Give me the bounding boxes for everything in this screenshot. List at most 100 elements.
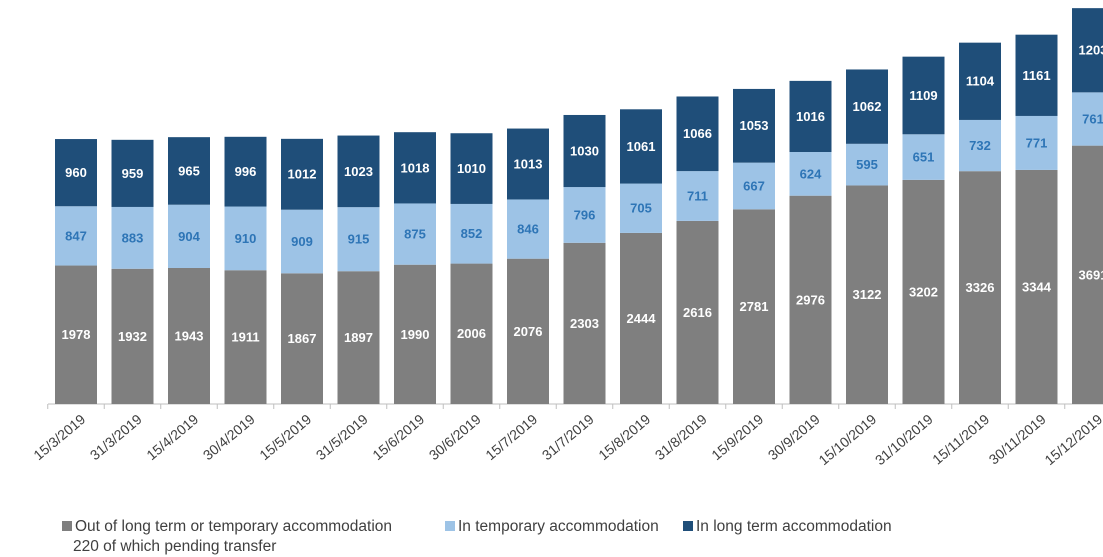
value-label: 852 [461, 226, 483, 241]
value-label: 1023 [344, 164, 373, 179]
value-label: 711 [687, 188, 708, 203]
bar-segment [337, 135, 380, 208]
x-tick-label: 31/5/2019 [313, 411, 371, 463]
bar-segment [337, 271, 380, 404]
legend-swatch [445, 521, 455, 531]
bar-segment [55, 206, 97, 266]
x-tick-label: 15/7/2019 [482, 411, 540, 463]
bar-segment [959, 171, 1001, 404]
x-tick-label: 31/10/2019 [872, 411, 936, 468]
value-label: 1203 [1079, 43, 1103, 58]
x-tick-label: 31/7/2019 [539, 411, 597, 463]
bar-segment [902, 56, 945, 135]
bar-segment [281, 138, 323, 210]
x-tick-label: 15/4/2019 [143, 411, 201, 463]
bar-segment [902, 134, 945, 180]
bar-segment [846, 69, 888, 144]
value-label: 904 [178, 229, 200, 244]
value-label: 1161 [1022, 68, 1050, 83]
value-label: 2076 [514, 324, 543, 339]
value-label: 2976 [796, 292, 825, 307]
bar-segment [337, 207, 380, 272]
value-label: 1978 [62, 327, 91, 342]
value-label: 771 [1026, 135, 1048, 150]
bar-segment [394, 132, 436, 204]
legend-label: In temporary accommodation [458, 518, 659, 535]
bar-segment [733, 88, 775, 163]
value-label: 796 [574, 207, 596, 222]
bar-segment [507, 199, 549, 259]
bar-segment [676, 171, 719, 221]
legend-swatch [683, 521, 693, 531]
value-label: 996 [235, 164, 257, 179]
bar-segment [394, 264, 436, 404]
x-tick-label: 15/6/2019 [369, 411, 427, 463]
bar-segment [111, 268, 154, 404]
bar-segment [563, 187, 606, 243]
legend-swatch [62, 521, 72, 531]
bar-segment [676, 96, 719, 172]
bar-segment [507, 258, 549, 404]
bar-segment [281, 273, 323, 404]
value-label: 1897 [344, 330, 373, 345]
x-tick-label: 30/4/2019 [200, 411, 258, 463]
bar-segment [224, 270, 267, 404]
value-label: 847 [65, 228, 87, 243]
value-label: 1990 [401, 327, 430, 342]
bar-segment [620, 183, 662, 233]
bar-segment [1015, 169, 1058, 404]
value-label: 1012 [288, 167, 317, 182]
bar-segment [563, 114, 606, 188]
legend-label: In long term accommodation [696, 518, 892, 535]
bar-segment [450, 133, 493, 204]
bar-segment [111, 139, 154, 207]
value-label: 595 [856, 157, 878, 172]
value-label: 875 [404, 227, 426, 242]
value-label: 732 [969, 138, 991, 153]
bar-segment [1015, 34, 1058, 116]
value-label: 1109 [909, 88, 937, 103]
value-label: 761 [1082, 111, 1103, 126]
value-label: 2781 [740, 299, 769, 314]
value-label: 1010 [457, 161, 486, 176]
value-label: 910 [235, 231, 257, 246]
x-tick-label: 30/6/2019 [426, 411, 484, 463]
value-label: 1053 [740, 118, 769, 133]
bar-segment [676, 220, 719, 404]
value-label: 1911 [231, 330, 259, 345]
bar-segment [563, 242, 606, 404]
bar-segment [168, 267, 210, 404]
x-tick-label: 31/8/2019 [652, 411, 710, 463]
bar-segment [1072, 145, 1103, 404]
x-tick-label: 15/10/2019 [815, 411, 879, 468]
value-label: 1104 [966, 74, 995, 89]
value-label: 915 [348, 232, 370, 247]
x-tick-label: 30/11/2019 [986, 411, 1049, 468]
value-label: 2006 [457, 326, 486, 341]
value-label: 1943 [175, 328, 204, 343]
value-label: 3326 [966, 280, 995, 295]
value-label: 1016 [796, 109, 825, 124]
bar-segment [1072, 92, 1103, 146]
x-tick-label: 15/5/2019 [256, 411, 314, 463]
bar-segment [168, 204, 210, 268]
bar-segment [450, 203, 493, 264]
value-label: 667 [743, 178, 765, 193]
x-tick-label: 15/8/2019 [595, 411, 653, 463]
bar-segment [394, 203, 436, 265]
bar-segment [789, 195, 832, 404]
value-label: 959 [122, 166, 144, 181]
bar-segment [959, 119, 1001, 172]
bar-segment [846, 143, 888, 186]
x-tick-label: 15/3/2019 [30, 411, 88, 463]
bar-segment [620, 232, 662, 404]
bar-segment [1072, 8, 1103, 93]
bar-segment [846, 185, 888, 404]
value-label: 1018 [401, 160, 430, 175]
value-label: 846 [517, 222, 539, 237]
value-label: 960 [65, 165, 87, 180]
value-label: 624 [800, 166, 822, 181]
value-label: 2444 [627, 311, 657, 326]
value-label: 3344 [1022, 279, 1052, 294]
